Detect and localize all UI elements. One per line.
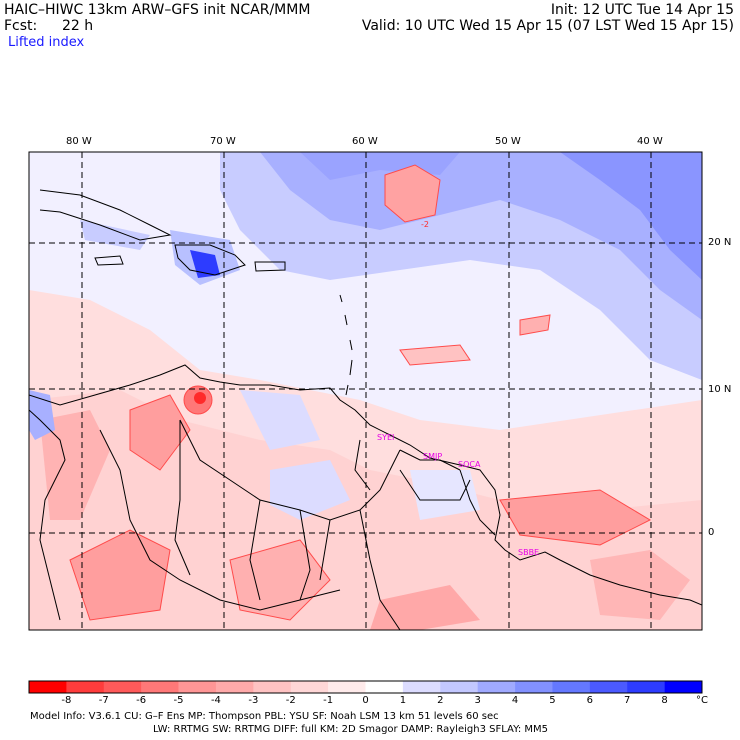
- colorbar-tick-label: 2: [437, 695, 444, 706]
- coastlines: [29, 189, 702, 630]
- colorbar-tick-label: -7: [98, 695, 109, 706]
- colorbar-swatch: [440, 681, 478, 693]
- colorbar-unit: °C: [696, 695, 708, 706]
- lon-label-70w: 70 W: [210, 136, 236, 147]
- colorbar-tick-label: -5: [173, 695, 184, 706]
- init-time: Init: 12 UTC Tue 14 Apr 15: [550, 2, 734, 18]
- station-label: SBBE: [518, 548, 539, 557]
- lifted-index-field: [29, 152, 702, 630]
- colorbar-swatch: [141, 681, 179, 693]
- colorbar-tick-label: 6: [586, 695, 594, 706]
- colorbar-tick-label: 5: [549, 695, 556, 706]
- colorbar-tick-label: 7: [624, 695, 631, 706]
- colorbar-swatch: [627, 681, 665, 693]
- valid-time: Valid: 10 UTC Wed 15 Apr 15 (07 LST Wed …: [361, 18, 734, 34]
- forecast-hour: 22 h: [62, 18, 94, 34]
- colorbar-swatch: [29, 681, 67, 693]
- colorbar-tick-label: 0: [362, 695, 369, 706]
- colorbar-tick-label: -8: [61, 695, 72, 706]
- colorbar-tick-label: -2: [285, 695, 296, 706]
- colorbar: [28, 680, 703, 694]
- colorbar-tick-label: -1: [323, 695, 334, 706]
- colorbar-swatch: [103, 681, 142, 693]
- colorbar-tick-label: 8: [661, 695, 668, 706]
- colorbar-swatch: [66, 681, 105, 693]
- forecast-label: Fcst:: [4, 18, 38, 34]
- colorbar-swatch: [365, 681, 404, 693]
- station-label: SYEI: [377, 433, 394, 442]
- colorbar-swatch: [477, 681, 516, 693]
- colorbar-tick-label: -3: [248, 695, 259, 706]
- field-name: Lifted index: [8, 35, 85, 50]
- colorbar-swatch: [664, 681, 703, 693]
- lat-label-0: 0: [708, 527, 715, 538]
- lat-label-10n: 10 N: [708, 384, 732, 395]
- colorbar-tick-label: -4: [210, 695, 221, 706]
- colorbar-tick-label: 3: [474, 695, 481, 706]
- lat-lon-grid: [29, 152, 702, 630]
- station-label: SOCA: [458, 460, 481, 469]
- colorbar-swatch: [253, 681, 292, 693]
- colorbar-tick-label: -6: [136, 695, 147, 706]
- colorbar-frame: [28, 680, 703, 694]
- model-info-line2: LW: RRTMG SW: RRTMG DIFF: full KM: 2D Sm…: [153, 724, 549, 735]
- colorbar-tick-label: 4: [511, 695, 519, 706]
- lon-label-40w: 40 W: [637, 136, 663, 147]
- colorbar-swatch: [589, 681, 628, 693]
- colorbar-tick-label: 1: [399, 695, 407, 706]
- colorbar-swatch: [552, 681, 591, 693]
- station-label: SMJP: [423, 452, 442, 461]
- colorbar-swatch: [328, 681, 366, 693]
- lat-label-20n: 20 N: [708, 237, 732, 248]
- colorbar-swatch: [215, 681, 254, 693]
- colorbar-swatch: [515, 681, 553, 693]
- lon-label-50w: 50 W: [495, 136, 521, 147]
- colorbar-swatch: [402, 681, 441, 693]
- colorbar-swatch: [290, 681, 329, 693]
- model-info-line1: Model Info: V3.6.1 CU: G–F Ens MP: Thomp…: [30, 711, 499, 722]
- map-title: HAIC–HIWC 13km ARW–GFS init NCAR/MMM: [4, 2, 311, 18]
- map-frame: [28, 151, 703, 631]
- lon-label-60w: 60 W: [352, 136, 378, 147]
- lon-label-80w: 80 W: [66, 136, 92, 147]
- contour-label: -2: [421, 220, 429, 229]
- colorbar-swatch: [178, 681, 217, 693]
